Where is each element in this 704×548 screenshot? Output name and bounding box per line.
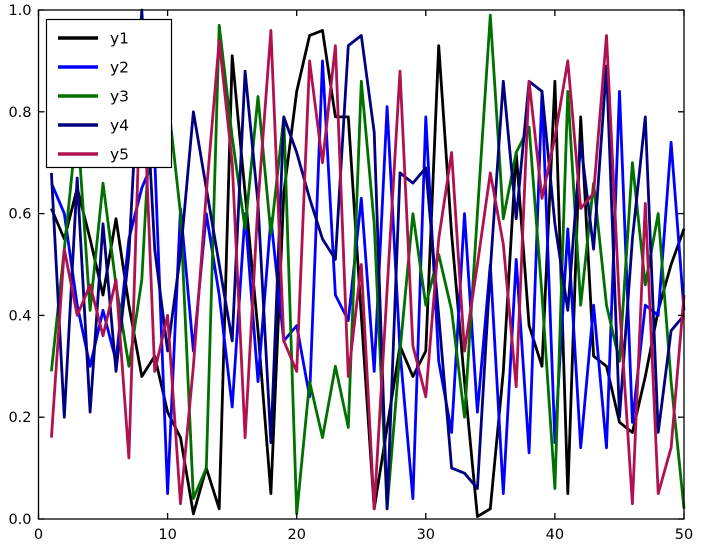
legend-label-y1: y1 (110, 30, 129, 48)
axes-frame (37, 9, 685, 520)
x-tick-label: 0 (34, 527, 43, 543)
x-tick-label: 10 (158, 527, 176, 543)
x-tick-label: 50 (675, 527, 693, 543)
legend-label-y2: y2 (110, 59, 129, 77)
series-line-y5 (50, 28, 686, 511)
series-line-y2 (50, 59, 686, 501)
y-tick-label: 1.0 (8, 3, 31, 19)
x-tick-label: 30 (417, 527, 435, 543)
legend-box (45, 18, 173, 169)
y-tick-label: 0.6 (8, 207, 31, 223)
y-tick-label: 0.8 (8, 105, 31, 121)
y-tick-label: 0.2 (8, 410, 31, 426)
x-tick-label: 40 (546, 527, 564, 543)
legend-label-y4: y4 (110, 117, 129, 135)
x-tick-label: 20 (287, 527, 305, 543)
legend-label-y3: y3 (110, 88, 129, 106)
y-tick-label: 0.0 (8, 512, 31, 528)
legend-label-y5: y5 (110, 146, 129, 164)
y-tick-label: 0.4 (8, 308, 31, 324)
